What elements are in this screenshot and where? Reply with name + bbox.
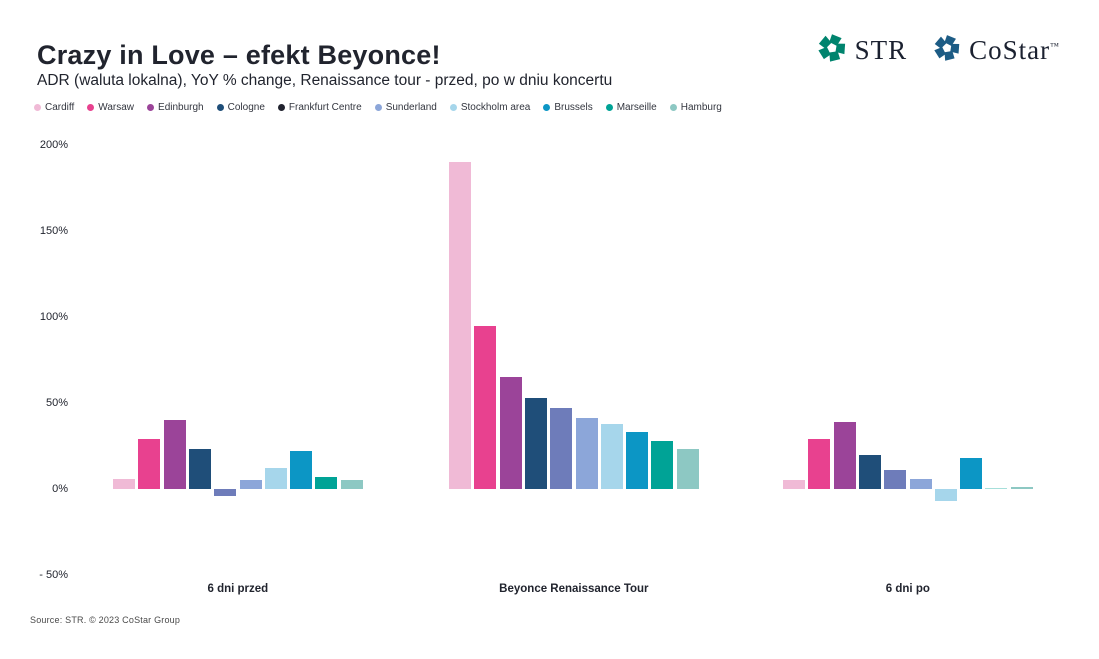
- bar-sunderland: [239, 480, 262, 489]
- trademark-symbol: ™: [1050, 41, 1059, 51]
- str-pinwheel-icon: [817, 33, 847, 68]
- legend-swatch-icon: [216, 104, 224, 111]
- bar-frankfurt-centre: [550, 408, 573, 489]
- bar-sunderland: [909, 479, 932, 489]
- legend-label: Stockholm area: [460, 102, 531, 113]
- bar-edinburgh: [163, 420, 186, 489]
- logos: STR CoStar™: [817, 33, 1059, 68]
- bar-cardiff: [783, 480, 805, 489]
- legend-item: Cardiff: [34, 102, 74, 113]
- legend-label: Cardiff: [45, 102, 75, 113]
- x-axis-category-label: Beyonce Renaissance Tour: [499, 583, 649, 595]
- bar-sunderland: [575, 418, 598, 489]
- bar-warsaw: [808, 439, 831, 489]
- legend-item: Stockholm area: [449, 102, 531, 113]
- legend-item: Edinburgh: [147, 102, 204, 113]
- bar-hamburg: [676, 449, 699, 489]
- legend-item: Brussels: [543, 102, 593, 113]
- legend-label: Hamburg: [680, 102, 722, 113]
- bar-cardiff: [113, 479, 135, 489]
- bar-cologne: [524, 398, 547, 489]
- x-axis-category-label: 6 dni po: [885, 583, 930, 595]
- bar-brussels: [960, 458, 983, 489]
- legend-swatch-icon: [34, 104, 41, 111]
- bar-marseille: [315, 477, 338, 489]
- bar-edinburgh: [833, 422, 856, 489]
- legend-item: Frankfurt Centre: [277, 102, 362, 113]
- legend-label: Frankfurt Centre: [288, 102, 362, 113]
- legend-label: Warsaw: [98, 102, 135, 113]
- legend-label: Marseille: [616, 102, 657, 113]
- str-logo-text: STR: [854, 35, 908, 65]
- legend: Cardiff Warsaw Edinburgh Cologne Frankfurt C…: [34, 102, 722, 113]
- bar-warsaw: [474, 326, 497, 489]
- bar-cologne: [858, 455, 881, 489]
- bar-hamburg: [340, 480, 363, 489]
- bar-cologne: [188, 449, 211, 489]
- bar-brussels: [626, 432, 649, 489]
- bar-brussels: [290, 451, 313, 489]
- x-axis-category-label: 6 dni przed: [207, 583, 269, 595]
- str-logo: STR: [817, 33, 908, 68]
- legend-swatch-icon: [374, 104, 382, 111]
- bar-stockholm-area: [264, 468, 287, 489]
- costar-logo-text: CoStar™: [969, 35, 1059, 65]
- bar-hamburg: [1010, 487, 1033, 489]
- legend-swatch-icon: [543, 104, 551, 111]
- legend-label: Cologne: [227, 102, 265, 113]
- y-axis-tick-label: 50%: [45, 397, 68, 409]
- source-note: Source: STR. © 2023 CoStar Group: [30, 615, 181, 625]
- bar-frankfurt-centre: [884, 470, 907, 489]
- legend-item: Marseille: [605, 102, 657, 113]
- legend-swatch-icon: [277, 104, 285, 111]
- bar-warsaw: [138, 439, 161, 489]
- legend-item: Warsaw: [87, 102, 134, 113]
- costar-logo: CoStar™: [933, 34, 1059, 67]
- legend-swatch-icon: [87, 104, 95, 111]
- bar-frankfurt-centre: [214, 489, 237, 496]
- costar-pinwheel-icon: [933, 34, 961, 67]
- y-axis-tick-label: 0%: [52, 483, 68, 495]
- legend-label: Brussels: [554, 102, 593, 113]
- legend-item: Hamburg: [669, 102, 722, 113]
- bar-edinburgh: [499, 377, 522, 489]
- legend-item: Cologne: [216, 102, 265, 113]
- legend-swatch-icon: [449, 104, 457, 111]
- legend-label: Edinburgh: [158, 102, 204, 113]
- y-axis-tick-label: - 50%: [39, 569, 68, 581]
- bar-stockholm-area: [934, 489, 957, 501]
- legend-label: Sunderland: [385, 102, 437, 113]
- bar-cardiff: [449, 162, 471, 489]
- bar-marseille: [651, 441, 674, 489]
- legend-item: Sunderland: [374, 102, 437, 113]
- legend-swatch-icon: [669, 104, 677, 111]
- legend-swatch-icon: [147, 104, 155, 111]
- legend-swatch-icon: [605, 104, 613, 111]
- y-axis-tick-label: 150%: [39, 225, 68, 237]
- bar-stockholm-area: [600, 424, 623, 489]
- y-axis-tick-label: 200%: [39, 139, 68, 151]
- y-axis-tick-label: 100%: [39, 311, 68, 323]
- bar-marseille: [985, 488, 1008, 489]
- page-title: Crazy in Love – efekt Beyonce!: [37, 40, 441, 70]
- page-subtitle: ADR (waluta lokalna), YoY % change, Rena…: [37, 72, 613, 89]
